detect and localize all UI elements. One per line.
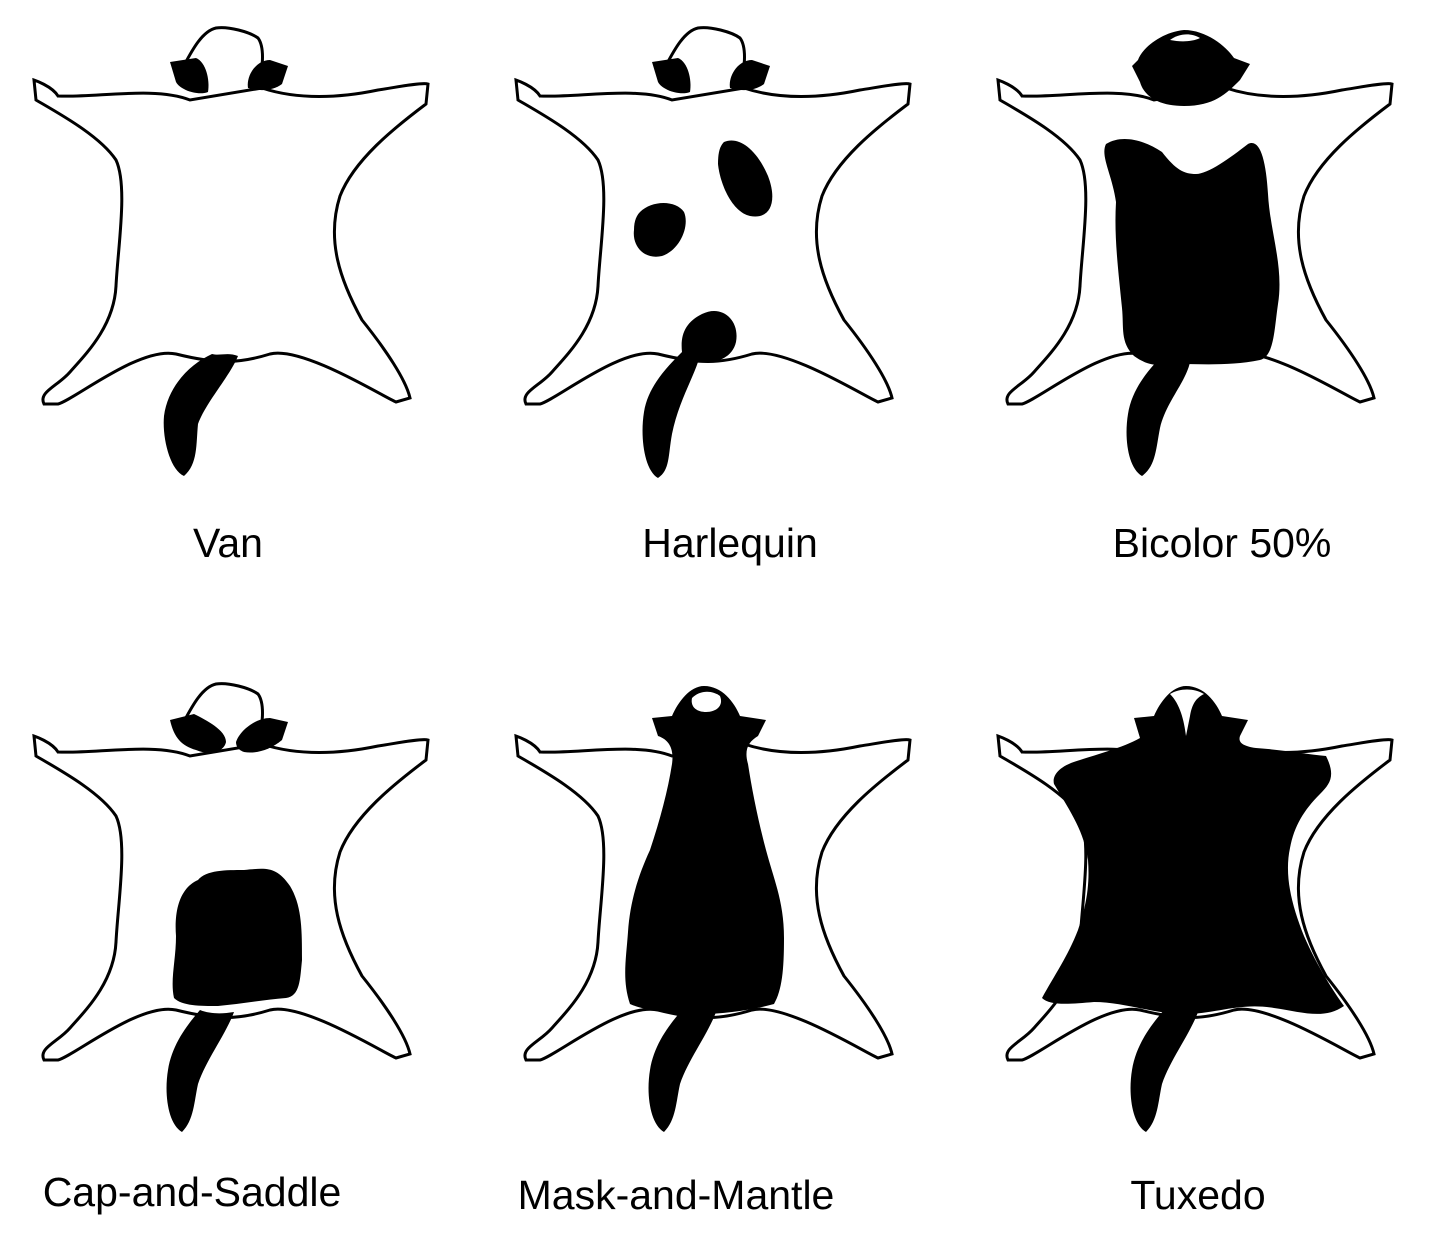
tail-patch (642, 310, 737, 478)
spot-left (633, 203, 686, 257)
tuxedo-patch (1042, 686, 1344, 1014)
mantle-patch (625, 686, 784, 1014)
right-cap-patch (236, 718, 288, 753)
left-cap-patch (170, 714, 226, 753)
label-mask-and-mantle: Mask-and-Mantle (517, 1172, 835, 1218)
spot-upper-right (718, 140, 773, 217)
pelt-harlequin-figure (514, 26, 912, 478)
right-ear-patch (247, 60, 288, 91)
pelt-cap-saddle-figure (32, 682, 430, 1132)
tail-patch (1130, 1010, 1198, 1132)
label-harlequin: Harlequin (642, 520, 818, 566)
head-patch (1132, 30, 1250, 106)
head-blaze (1170, 689, 1204, 736)
tail-patch (163, 354, 238, 476)
label-bicolor: Bicolor 50% (1112, 520, 1332, 566)
label-tuxedo: Tuxedo (1130, 1172, 1266, 1218)
pelt-mask-mantle-figure (514, 686, 912, 1132)
label-van: Van (193, 520, 263, 566)
pelt-bicolor-figure (996, 30, 1394, 476)
tail-patch (166, 1010, 234, 1132)
head-blaze (691, 691, 722, 712)
pelt-van-figure (32, 26, 430, 476)
tail-patch (1126, 354, 1190, 476)
saddle-patch (172, 868, 302, 1006)
label-cap-and-saddle: Cap-and-Saddle (42, 1169, 342, 1215)
head-blaze (1170, 34, 1200, 42)
body-patch (1104, 138, 1280, 366)
pelt-tuxedo-figure (996, 686, 1394, 1132)
tail-patch (648, 1010, 716, 1132)
right-ear-patch (729, 60, 770, 91)
left-ear-patch (170, 58, 209, 94)
left-ear-patch (652, 58, 691, 94)
